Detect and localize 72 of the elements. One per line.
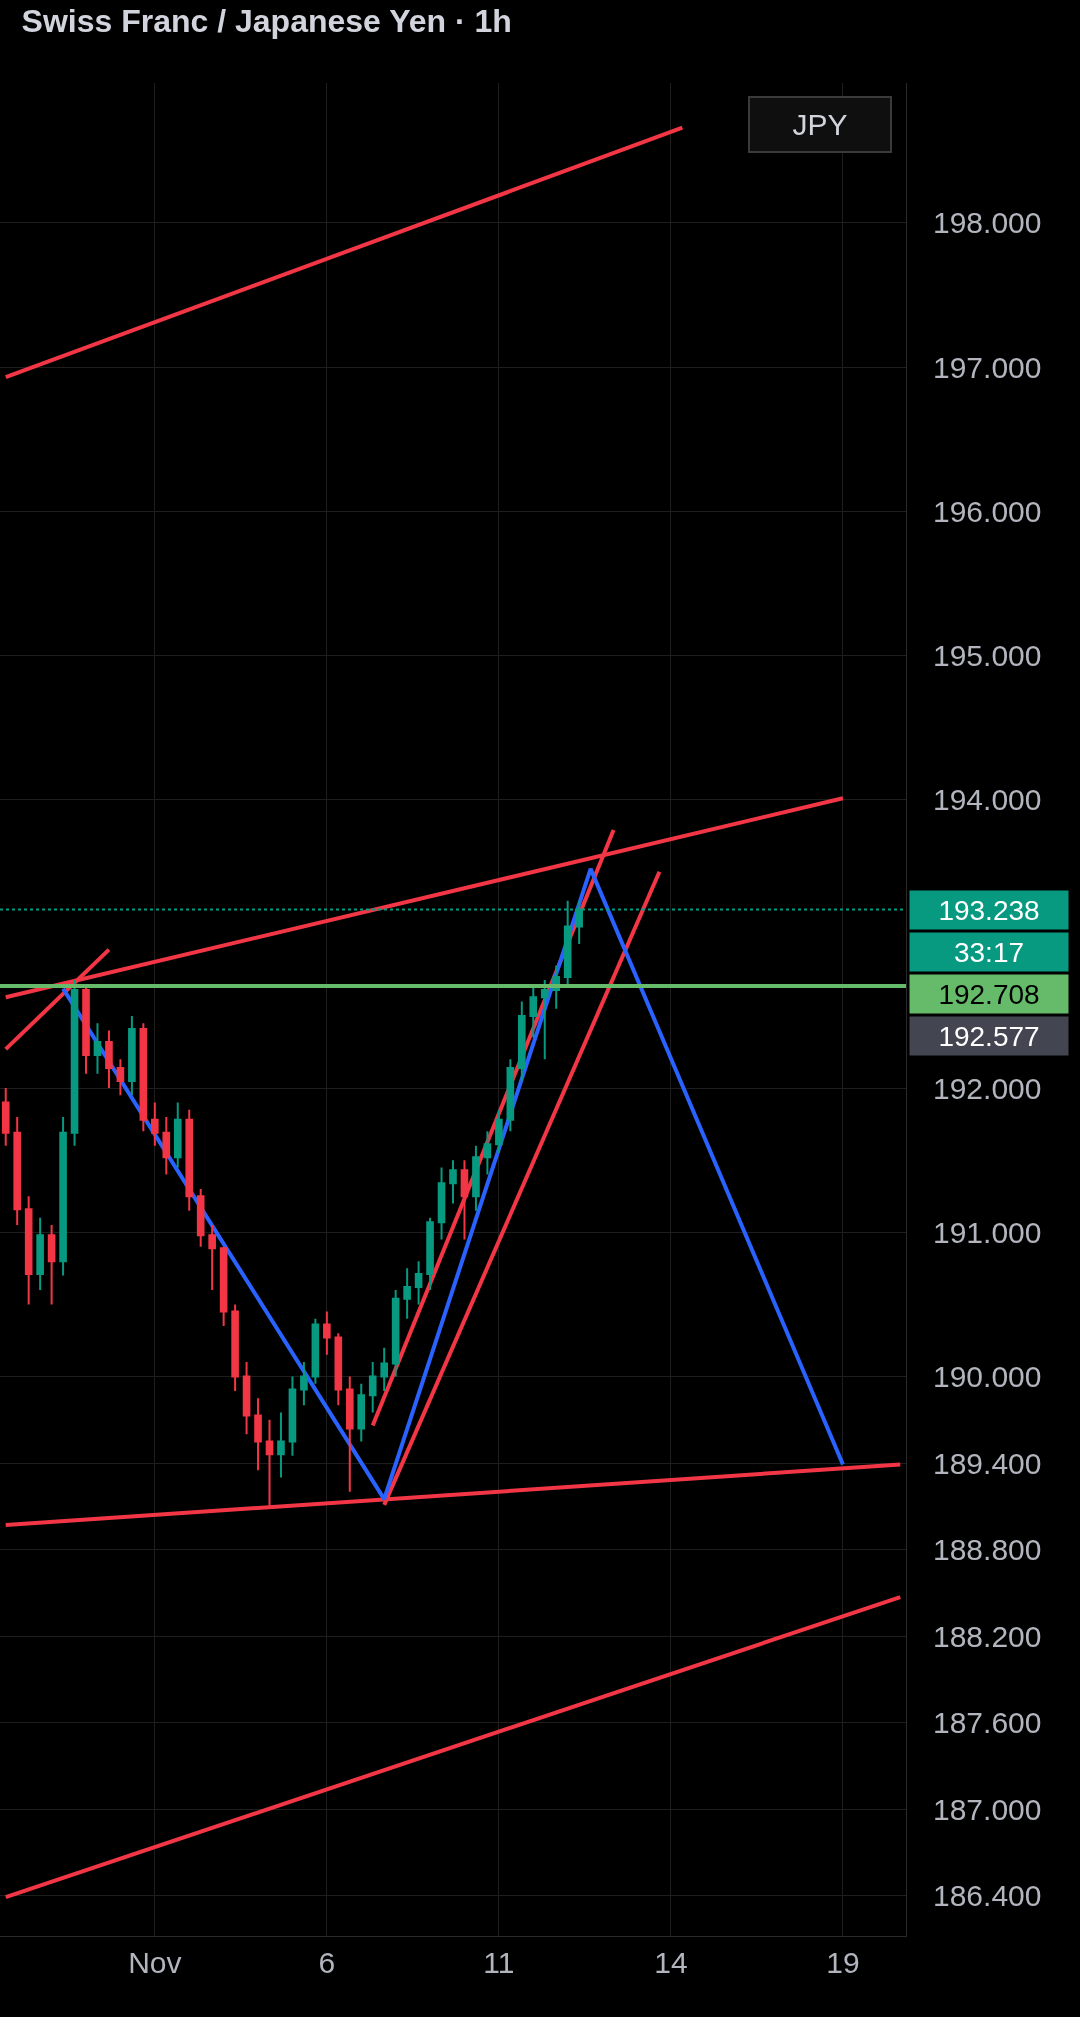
candlestick	[116, 1058, 125, 1097]
candlestick	[254, 1397, 262, 1472]
text: 192.577	[938, 1020, 1040, 1052]
candlestick	[380, 1346, 388, 1392]
y-tick-label: 191.000	[933, 1215, 1042, 1249]
candlestick	[151, 1101, 159, 1147]
candlestick	[13, 1115, 22, 1227]
candlestick	[196, 1188, 205, 1248]
candlestick	[208, 1224, 216, 1291]
candlestick	[368, 1361, 377, 1414]
candlestick	[300, 1361, 308, 1407]
candlestick	[231, 1303, 239, 1392]
candlestick	[414, 1260, 423, 1306]
y-tick-label: 189.400	[933, 1446, 1042, 1480]
ref-line-label: 192.708	[938, 978, 1040, 1010]
y-tick-label: 190.000	[933, 1359, 1042, 1393]
candlestick	[540, 978, 549, 1061]
candlestick	[345, 1375, 354, 1493]
x-tick-label: 14	[654, 1946, 688, 1979]
candlestick	[288, 1375, 297, 1457]
y-tick-label: 198.000	[933, 206, 1042, 240]
y-tick-label: 194.000	[933, 783, 1042, 817]
candlestick	[162, 1115, 171, 1176]
candlestick	[1, 1087, 10, 1147]
x-tick-label: 19	[826, 1946, 860, 1979]
candlestick	[128, 1014, 136, 1097]
x-tick-label: 6	[318, 1946, 336, 1979]
y-tick-label: 195.000	[933, 638, 1042, 672]
candlestick	[242, 1361, 251, 1436]
annotation: JPY	[792, 108, 848, 141]
candlestick	[219, 1245, 228, 1328]
candlestick	[105, 1029, 113, 1090]
candlestick	[82, 986, 90, 1075]
y-tick-label: 188.800	[933, 1533, 1042, 1567]
candlestick	[426, 1216, 434, 1291]
candlestick	[472, 1144, 480, 1212]
y-tick-label: 196.000	[933, 494, 1042, 528]
candlestick	[391, 1288, 400, 1378]
candlestick	[403, 1267, 411, 1320]
x-tick-label: 11	[483, 1946, 515, 1979]
x-tick-label: Nov	[128, 1946, 182, 1979]
candlestick	[36, 1216, 44, 1291]
candlestick	[185, 1108, 194, 1212]
candlestick	[495, 1108, 503, 1154]
chart-title: Swiss Franc / Japanese Yen · 1h	[21, 3, 512, 40]
y-tick-label: 192.000	[933, 1071, 1042, 1105]
candlestick	[518, 1000, 526, 1082]
candlestick	[93, 1022, 102, 1075]
candlestick	[334, 1332, 343, 1407]
candlestick	[47, 1224, 56, 1306]
candlestick	[311, 1317, 320, 1385]
ref-line-label: 193.238	[938, 894, 1040, 926]
candlestick	[529, 986, 538, 1039]
candlestick	[59, 1115, 67, 1277]
y-tick-label: 188.200	[933, 1619, 1042, 1653]
candlestick	[139, 1022, 148, 1133]
candlestick	[449, 1159, 457, 1205]
y-tick-label: 187.000	[933, 1792, 1042, 1826]
candlestick	[483, 1130, 492, 1176]
candlestick	[70, 978, 79, 1147]
candlestick	[323, 1310, 331, 1356]
candlestick	[357, 1382, 366, 1443]
candlestick	[173, 1101, 182, 1169]
candlestick	[277, 1411, 285, 1479]
y-tick-label: 186.400	[933, 1879, 1042, 1913]
candlestick	[24, 1195, 33, 1306]
candlestick	[437, 1166, 446, 1241]
y-tick-label: 197.000	[933, 350, 1042, 384]
candlestick	[506, 1058, 515, 1133]
y-tick-label: 187.600	[933, 1706, 1042, 1740]
text: 33:17	[953, 936, 1025, 968]
candlestick	[460, 1159, 469, 1241]
